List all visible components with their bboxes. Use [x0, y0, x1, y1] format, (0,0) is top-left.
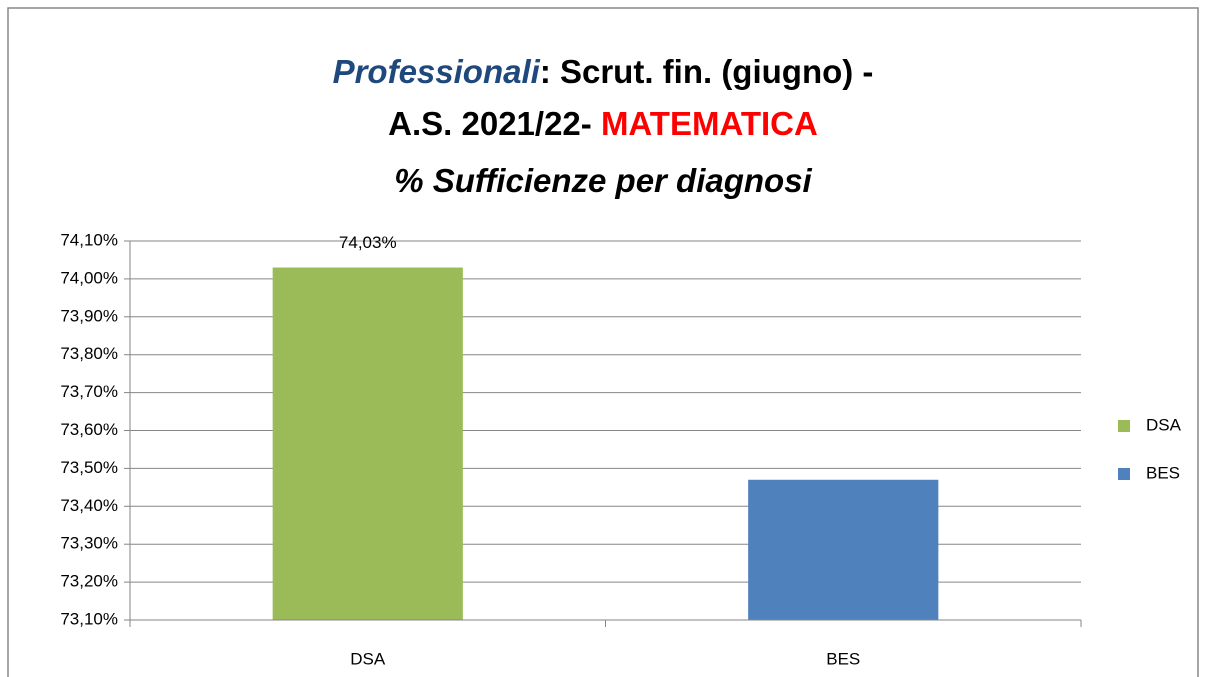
- legend-swatch: [1118, 420, 1130, 432]
- y-tick-label: 73,10%: [60, 609, 118, 628]
- x-tick-label: BES: [826, 649, 860, 668]
- x-tick-label: DSA: [350, 649, 386, 668]
- y-tick-label: 73,60%: [60, 420, 118, 439]
- title-part: Professionali: [333, 53, 541, 90]
- y-tick-label: 73,20%: [60, 572, 118, 591]
- chart-title-line: % Sufficienze per diagnosi: [394, 162, 812, 199]
- y-tick-label: 73,80%: [60, 344, 118, 363]
- title-part: : Scrut. fin. (giugno) -: [540, 53, 874, 90]
- y-tick-label: 74,00%: [60, 268, 118, 287]
- chart-title-line: Professionali: Scrut. fin. (giugno) -: [333, 53, 874, 90]
- y-tick-label: 74,10%: [60, 230, 118, 249]
- legend-label: BES: [1146, 463, 1180, 482]
- y-tick-label: 73,90%: [60, 306, 118, 325]
- chart-title-line: A.S. 2021/22- MATEMATICA: [388, 105, 818, 142]
- y-tick-label: 73,40%: [60, 496, 118, 515]
- y-tick-label: 73,30%: [60, 534, 118, 553]
- title-part: % Sufficienze per diagnosi: [394, 162, 812, 199]
- chart-border: [7, 7, 1199, 677]
- bar: [748, 479, 939, 620]
- data-label: 74,03%: [339, 233, 397, 252]
- y-tick-label: 73,70%: [60, 382, 118, 401]
- legend-swatch: [1118, 468, 1130, 480]
- y-tick-label: 73,50%: [60, 458, 118, 477]
- legend-label: DSA: [1146, 415, 1182, 434]
- bar: [272, 267, 463, 620]
- title-part: A.S. 2021/22-: [388, 105, 592, 142]
- title-part: MATEMATICA: [601, 105, 818, 142]
